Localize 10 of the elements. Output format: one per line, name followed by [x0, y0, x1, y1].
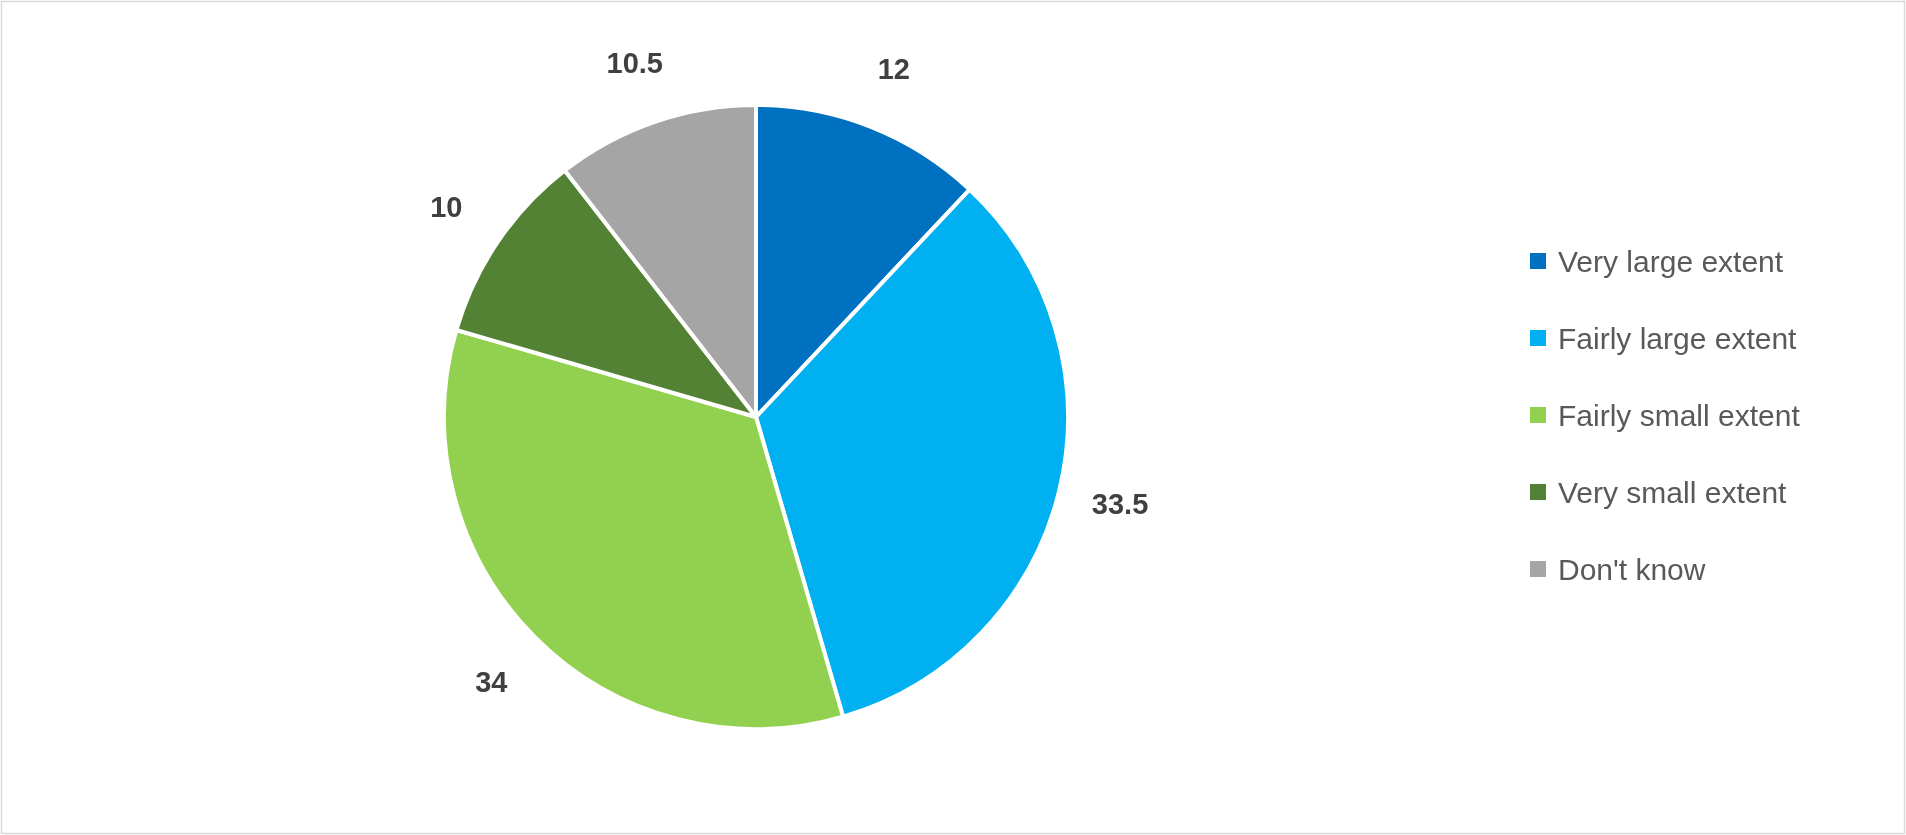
data-label: 33.5: [1091, 488, 1149, 521]
legend-label: Don't know: [1558, 552, 1706, 586]
legend-label: Very large extent: [1558, 244, 1784, 278]
data-label: 10: [430, 190, 463, 223]
legend-label: Fairly large extent: [1558, 321, 1798, 355]
data-label: 10.5: [606, 46, 663, 79]
legend-label: Fairly small extent: [1558, 398, 1801, 432]
legend-label: Very small extent: [1558, 475, 1788, 509]
data-label: 34: [475, 665, 508, 698]
data-label: 12: [877, 52, 910, 85]
